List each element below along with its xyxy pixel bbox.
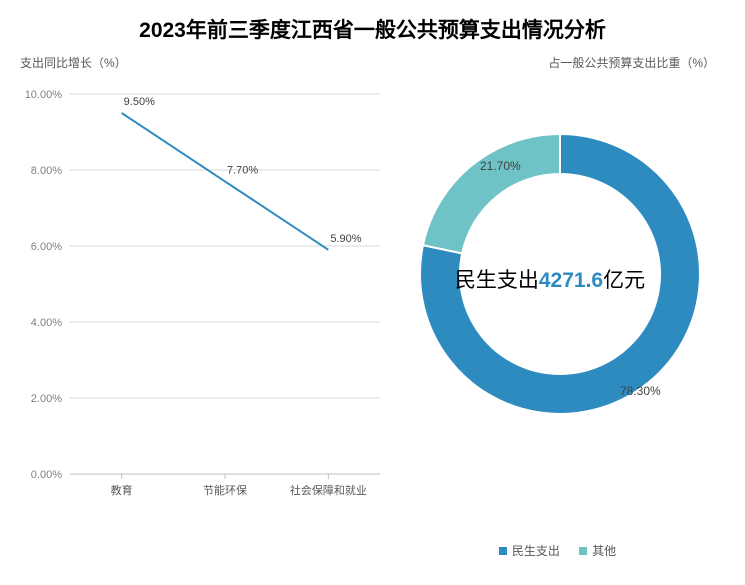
center-suffix: 亿元 [603,269,645,292]
svg-text:教育: 教育 [111,483,133,497]
svg-text:10.00%: 10.00% [25,89,63,101]
svg-text:8.00%: 8.00% [31,165,62,177]
page-title: 2023年前三季度江西省一般公共预算支出情况分析 [0,0,745,44]
svg-text:节能环保: 节能环保 [203,483,247,497]
charts-container: 支出同比增长（%） 0.00% 2.00% 4.00% 6.00% 8.00% 10.00… [0,44,745,564]
svg-text:9.50%: 9.50% [124,96,155,108]
svg-text:0.00%: 0.00% [31,469,62,481]
center-prefix: 民生支出 [455,269,539,292]
line-chart-subtitle: 支出同比增长（%） [20,54,127,71]
legend-item-main: 民生支出 [499,542,560,559]
line-chart: 0.00% 2.00% 4.00% 6.00% 8.00% 10.00% 教育 节能环保 社会保… [20,84,390,554]
svg-text:7.70%: 7.70% [227,164,258,176]
legend-label-main: 民生支出 [512,542,560,559]
donut-legend: 民生支出 其他 [390,542,725,559]
legend-item-other: 其他 [579,542,616,559]
center-value: 4271.6 [539,269,603,292]
svg-text:4.00%: 4.00% [31,317,62,329]
svg-text:2.00%: 2.00% [31,393,62,405]
donut-label-main: 78.30% [620,384,661,398]
legend-label-other: 其他 [592,542,616,559]
donut-chart-panel: 占一般公共预算支出比重（%） 民生支出4271.6亿元 21.70% 78.30… [390,54,725,564]
svg-text:5.90%: 5.90% [330,233,361,245]
legend-swatch-main [499,547,507,555]
donut-chart-subtitle: 占一般公共预算支出比重（%） [548,54,715,71]
svg-text:社会保障和就业: 社会保障和就业 [290,483,367,497]
line-chart-panel: 支出同比增长（%） 0.00% 2.00% 4.00% 6.00% 8.00% 10.00… [20,54,390,564]
svg-text:6.00%: 6.00% [31,241,62,253]
donut-center-text: 民生支出4271.6亿元 [390,264,710,294]
legend-swatch-other [579,547,587,555]
donut-label-other: 21.70% [480,159,521,173]
